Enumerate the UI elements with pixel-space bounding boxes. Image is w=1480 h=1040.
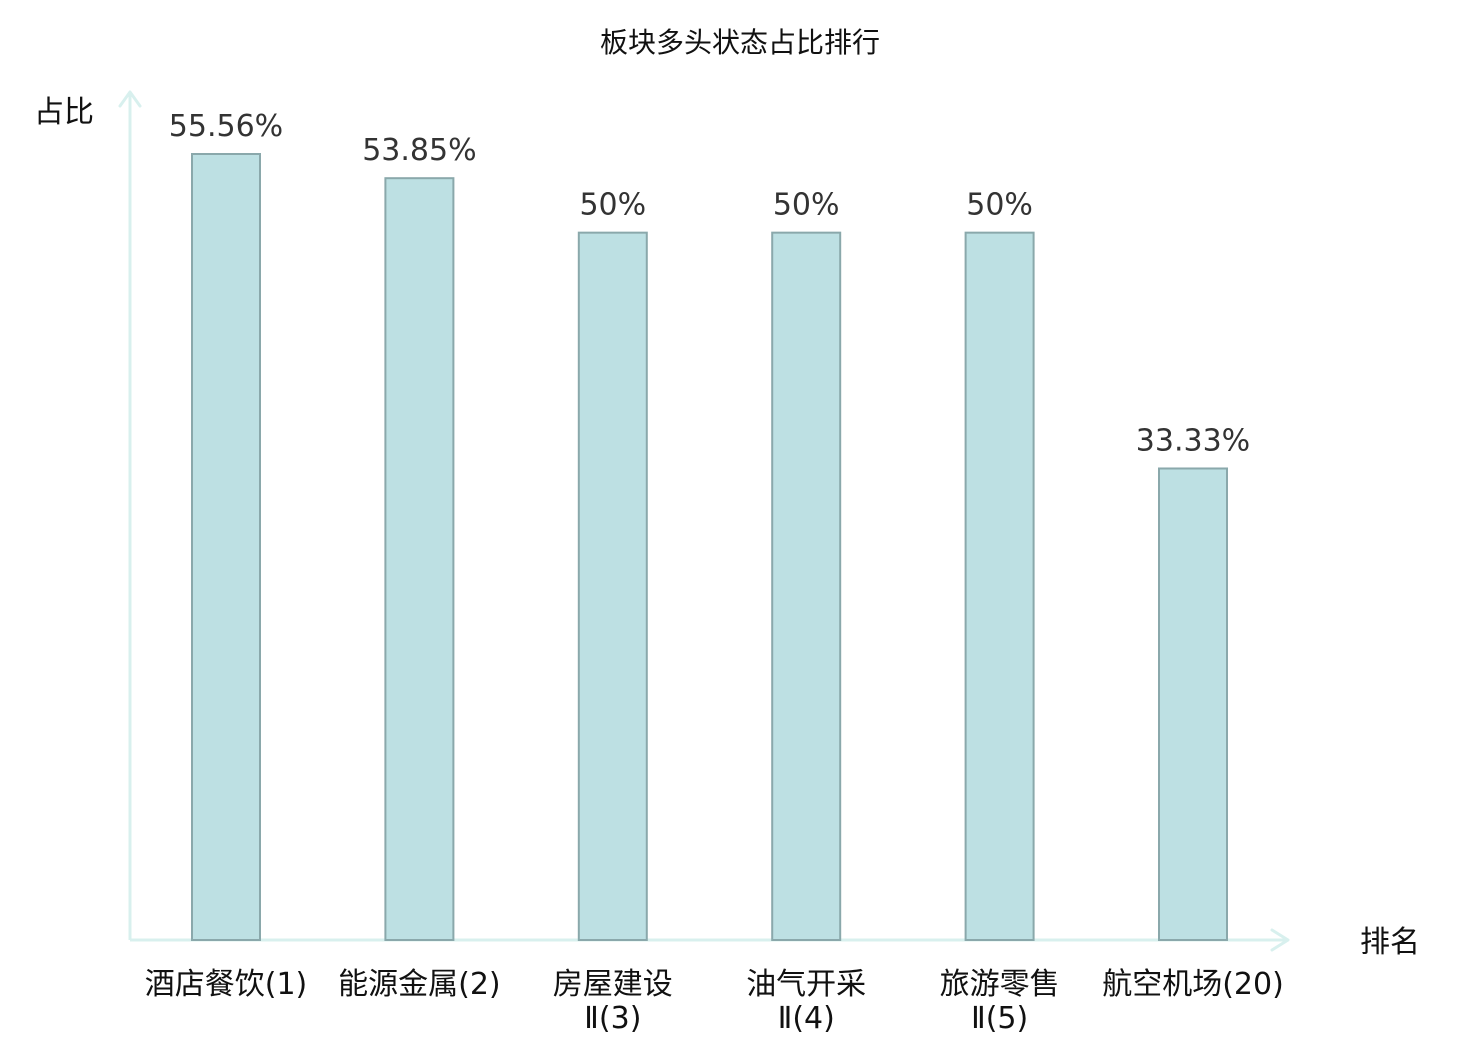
x-axis-label: 排名	[1360, 925, 1420, 960]
y-axis-label: 占比	[34, 95, 94, 130]
bar-value-label: 33.33%	[1136, 423, 1250, 458]
category-label-line: Ⅱ(5)	[971, 1001, 1028, 1036]
category-label-line: Ⅱ(4)	[778, 1001, 835, 1036]
category-label: 航空机场(20)	[1102, 967, 1284, 1002]
category-label: 酒店餐饮(1)	[145, 967, 308, 1002]
chart-title: 板块多头状态占比排行	[600, 26, 880, 59]
category-label: 旅游零售	[940, 967, 1060, 1002]
category-label-line: Ⅱ(3)	[584, 1001, 641, 1036]
category-label: 房屋建设	[553, 967, 673, 1002]
bar	[771, 231, 842, 942]
bar	[384, 177, 455, 941]
bar-value-label: 50%	[579, 188, 646, 223]
axes	[118, 90, 1290, 952]
category-label: 油气开采	[746, 967, 866, 1002]
bar	[577, 231, 648, 942]
x-axis-arrow	[1270, 928, 1290, 952]
bar-value-label: 55.56%	[169, 109, 283, 144]
category-label: 能源金属(2)	[338, 967, 501, 1002]
y-axis-arrow	[118, 90, 142, 108]
bar-value-label: 50%	[773, 188, 840, 223]
bar-value-label: 50%	[966, 188, 1033, 223]
bar	[964, 231, 1035, 942]
bar-value-label: 53.85%	[362, 133, 476, 168]
bar	[1158, 467, 1228, 941]
bars-layer	[191, 153, 1228, 942]
bar	[191, 153, 261, 941]
